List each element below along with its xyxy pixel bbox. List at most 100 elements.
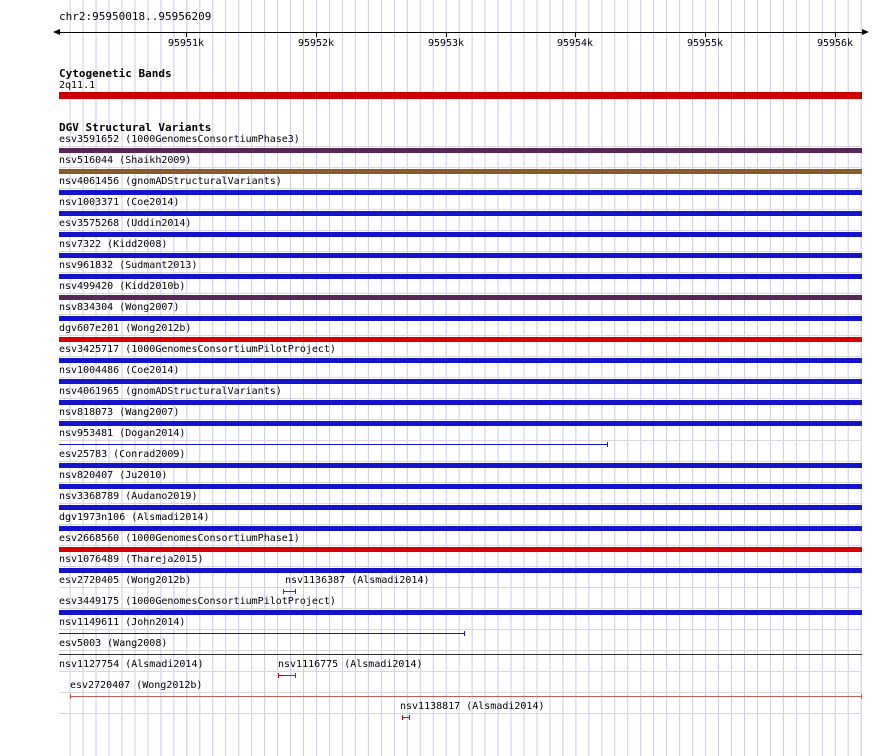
row-underline bbox=[59, 587, 862, 588]
row-underline bbox=[59, 440, 862, 441]
ruler-tick-label: 95951k bbox=[167, 38, 205, 49]
variant-label: nsv818073 (Wang2007) bbox=[59, 407, 180, 418]
variant-line[interactable] bbox=[70, 696, 862, 697]
variant-bar[interactable] bbox=[59, 610, 862, 615]
variant-bar[interactable] bbox=[59, 547, 862, 552]
variant-row: esv2720407 (Wong2012b) bbox=[0, 680, 890, 701]
variant-row: dgv1973n106 (Alsmadi2014) bbox=[0, 512, 890, 533]
row-underline bbox=[59, 230, 862, 231]
variant-bar[interactable] bbox=[59, 463, 862, 468]
variant-bar[interactable] bbox=[59, 274, 862, 279]
variant-row: esv3575268 (Uddin2014) bbox=[0, 218, 890, 239]
variant-label: nsv499420 (Kidd2010b) bbox=[59, 281, 186, 292]
variant-label: nsv953481 (Dogan2014) bbox=[59, 428, 186, 439]
row-underline bbox=[59, 293, 862, 294]
variant-line[interactable] bbox=[283, 591, 296, 592]
variants-section-title: DGV Structural Variants bbox=[59, 121, 212, 134]
variant-label: nsv4061456 (gnomADStructuralVariants) bbox=[59, 176, 282, 187]
variant-end-tick bbox=[283, 589, 284, 594]
variant-bar[interactable] bbox=[59, 421, 862, 426]
variant-end-tick bbox=[861, 694, 862, 699]
variant-end-tick bbox=[295, 673, 296, 678]
row-underline bbox=[59, 671, 862, 672]
variant-bar[interactable] bbox=[59, 316, 862, 321]
variant-label: nsv1138817 (Alsmadi2014) bbox=[400, 701, 545, 712]
variant-bar[interactable] bbox=[59, 568, 862, 573]
ruler-line bbox=[59, 32, 862, 33]
row-underline bbox=[59, 692, 862, 693]
variant-bar[interactable] bbox=[59, 148, 862, 153]
variant-row: esv2668560 (1000GenomesConsortiumPhase1) bbox=[0, 533, 890, 554]
variant-line[interactable] bbox=[402, 717, 410, 718]
variant-label: esv5003 (Wang2008) bbox=[59, 638, 168, 649]
variant-row: nsv961832 (Sudmant2013) bbox=[0, 260, 890, 281]
variant-end-tick bbox=[295, 589, 296, 594]
ruler-tick bbox=[575, 32, 576, 37]
variant-line[interactable] bbox=[278, 675, 296, 676]
row-underline bbox=[59, 545, 862, 546]
variant-label: esv2668560 (1000GenomesConsortiumPhase1) bbox=[59, 533, 300, 544]
variant-row: nsv820407 (Ju2010) bbox=[0, 470, 890, 491]
variant-bar[interactable] bbox=[59, 505, 862, 510]
variant-label: nsv1136387 (Alsmadi2014) bbox=[285, 575, 430, 586]
row-underline bbox=[59, 209, 862, 210]
variant-label: nsv3368789 (Audano2019) bbox=[59, 491, 198, 502]
variant-label: esv3575268 (Uddin2014) bbox=[59, 218, 192, 229]
row-underline bbox=[59, 314, 862, 315]
row-underline bbox=[59, 713, 862, 714]
variant-label: nsv834304 (Wong2007) bbox=[59, 302, 180, 313]
row-underline bbox=[59, 629, 862, 630]
ruler-tick bbox=[316, 32, 317, 37]
variant-row: nsv1076489 (Thareja2015) bbox=[0, 554, 890, 575]
row-underline bbox=[59, 167, 862, 168]
row-underline bbox=[59, 356, 862, 357]
variant-bar[interactable] bbox=[59, 526, 862, 531]
right-arrow-icon bbox=[862, 29, 869, 35]
variant-row: nsv4061965 (gnomADStructuralVariants) bbox=[0, 386, 890, 407]
variant-label: nsv1149611 (John2014) bbox=[59, 617, 186, 628]
variant-bar[interactable] bbox=[59, 232, 862, 237]
variant-end-tick bbox=[464, 631, 465, 636]
variant-row: esv5003 (Wang2008) bbox=[0, 638, 890, 659]
variant-line[interactable] bbox=[59, 444, 608, 445]
variant-row: nsv1004486 (Coe2014) bbox=[0, 365, 890, 386]
variant-bar[interactable] bbox=[59, 190, 862, 195]
ruler-tick-label: 95956k bbox=[816, 38, 854, 49]
cytoband-section-title: Cytogenetic Bands bbox=[59, 67, 172, 80]
variant-line[interactable] bbox=[59, 654, 862, 655]
region-label: chr2:95950018..95956209 bbox=[59, 10, 212, 23]
variant-label: nsv516044 (Shaikh2009) bbox=[59, 155, 192, 166]
variant-label: nsv4061965 (gnomADStructuralVariants) bbox=[59, 386, 282, 397]
variant-row: nsv4061456 (gnomADStructuralVariants) bbox=[0, 176, 890, 197]
variant-row: nsv1149611 (John2014) bbox=[0, 617, 890, 638]
cytoband-name: 2q11.1 bbox=[59, 80, 96, 91]
variant-row: nsv516044 (Shaikh2009) bbox=[0, 155, 890, 176]
variant-label: dgv1973n106 (Alsmadi2014) bbox=[59, 512, 210, 523]
row-underline bbox=[59, 146, 862, 147]
variant-label: esv25783 (Conrad2009) bbox=[59, 449, 186, 460]
row-underline bbox=[59, 461, 862, 462]
variant-row: nsv834304 (Wong2007) bbox=[0, 302, 890, 323]
variant-row: nsv499420 (Kidd2010b) bbox=[0, 281, 890, 302]
variant-row: nsv7322 (Kidd2008) bbox=[0, 239, 890, 260]
ruler-tick-label: 95955k bbox=[686, 38, 724, 49]
variant-bar[interactable] bbox=[59, 358, 862, 363]
variant-bar[interactable] bbox=[59, 253, 862, 258]
variant-line[interactable] bbox=[59, 633, 465, 634]
row-underline bbox=[59, 377, 862, 378]
variant-row: esv25783 (Conrad2009) bbox=[0, 449, 890, 470]
ruler-tick bbox=[186, 32, 187, 37]
variant-bar[interactable] bbox=[59, 295, 862, 300]
variant-bar[interactable] bbox=[59, 169, 862, 174]
variant-bar[interactable] bbox=[59, 211, 862, 216]
variant-label: nsv961832 (Sudmant2013) bbox=[59, 260, 198, 271]
variant-bar[interactable] bbox=[59, 484, 862, 489]
variant-bar[interactable] bbox=[59, 379, 862, 384]
variant-label: esv3591652 (1000GenomesConsortiumPhase3) bbox=[59, 134, 300, 145]
variant-bar[interactable] bbox=[59, 337, 862, 342]
row-underline bbox=[59, 608, 862, 609]
variant-end-tick bbox=[409, 715, 410, 720]
variant-bar[interactable] bbox=[59, 400, 862, 405]
variant-row: dgv607e201 (Wong2012b) bbox=[0, 323, 890, 344]
variant-row: esv3425717 (1000GenomesConsortiumPilotPr… bbox=[0, 344, 890, 365]
